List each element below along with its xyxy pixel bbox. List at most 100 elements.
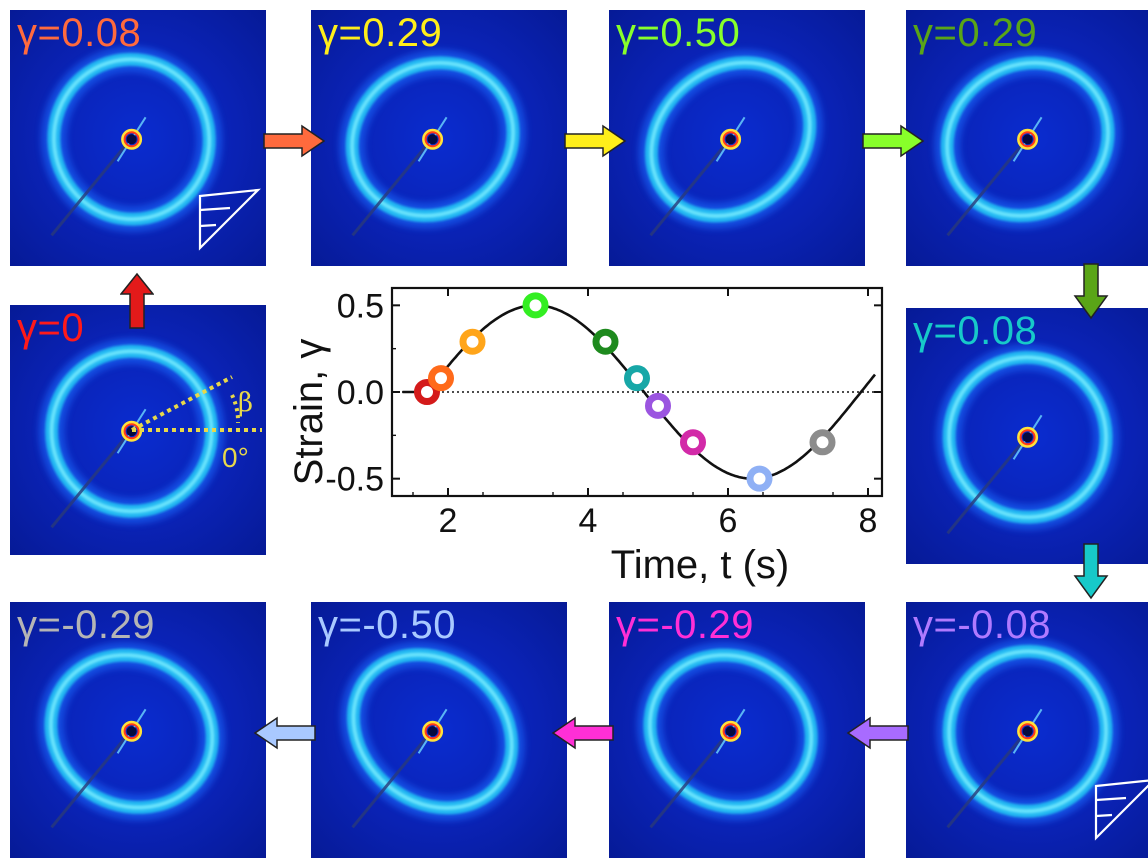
ring-core [649, 60, 812, 218]
strain-marker [592, 328, 619, 355]
beam-center-hot [123, 723, 140, 740]
scattering-panel-gamma-0.08-return: γ=0.08 [906, 308, 1148, 564]
arrow-left-purple [846, 716, 909, 750]
scattering-panel-gamma-0.50: γ=0.50 [609, 10, 865, 266]
arrow-left-magenta [551, 716, 614, 750]
panel-label: γ=0.29 [913, 11, 1038, 55]
ring-core [350, 60, 516, 218]
panel-label: γ=-0.29 [17, 603, 156, 647]
beam-center-hot [1019, 131, 1036, 148]
ring-core [48, 653, 215, 810]
strain-marker [645, 392, 671, 419]
panel-label: γ=0.29 [318, 11, 443, 55]
strain-marker [746, 465, 773, 492]
y-axis-label: Strain, γ [287, 339, 331, 486]
scattering-panel-gamma-0.29-return: γ=0.29 [906, 10, 1148, 266]
beam-stop [427, 134, 438, 145]
beamstop-arm [946, 442, 1023, 535]
panel-label: γ=0.08 [17, 11, 142, 55]
strain-marker [428, 365, 454, 392]
y-tick-label: 0.0 [337, 374, 384, 412]
beam-center-ring [1017, 720, 1039, 742]
beam-stop [427, 726, 438, 737]
beam-center-ring [422, 720, 444, 742]
shear-arrow-2 [199, 223, 217, 228]
panel-label: γ=-0.50 [318, 603, 457, 647]
scattering-panel-gamma-neg0.29-return: γ=-0.29 [10, 602, 266, 858]
scattering-panel-gamma-0.08: γ=0.08 [10, 10, 266, 266]
shear-diagram-icon [198, 188, 261, 251]
beam-center-hot [1019, 429, 1036, 446]
strain-marker [522, 292, 549, 319]
arrow-right-yellow [564, 124, 627, 158]
beamstop-arm [946, 736, 1023, 829]
zero-degree-label: 0° [222, 442, 249, 473]
arrow-down-green [1073, 263, 1109, 320]
beam-center-hot [1019, 723, 1036, 740]
beam-center-ring [121, 128, 143, 150]
strain-marker [459, 328, 486, 355]
beam-center-hot [123, 131, 140, 148]
scattering-pattern [638, 49, 823, 237]
beamstop-arm [50, 144, 127, 237]
x-tick-label: 4 [579, 502, 598, 540]
scattering-panel-gamma-neg0.29: γ=-0.29 [609, 602, 865, 858]
strain-marker [624, 365, 650, 392]
beamstop-arm [649, 144, 726, 237]
panel-label: γ=0.50 [616, 11, 741, 55]
beam-stop [725, 726, 736, 737]
beam-center-ring [422, 128, 444, 150]
beam-center-ring [720, 128, 742, 150]
ring-core [947, 355, 1109, 520]
arrow-left-lightblue [253, 716, 316, 750]
scattering-pattern [936, 638, 1148, 841]
x-tick-label: 8 [859, 502, 878, 540]
scattering-panel-gamma-0.29: γ=0.29 [311, 10, 567, 266]
x-axis-label: Time, t (s) [611, 543, 790, 587]
beam-stop [1022, 134, 1033, 145]
beam-stop [1022, 432, 1033, 443]
beamstop-arm [351, 736, 428, 829]
scattering-pattern [37, 642, 226, 829]
beam-center-ring [1017, 128, 1039, 150]
ring-core [647, 653, 814, 810]
shear-triangle [198, 188, 261, 251]
y-tick-label: -0.5 [325, 461, 384, 499]
beam-center-hot [424, 131, 441, 148]
y-tick-label: 0.5 [337, 287, 384, 325]
x-tick-label: 2 [439, 502, 458, 540]
beamstop-arm [351, 144, 428, 237]
panel-label: γ=-0.29 [616, 603, 755, 647]
ring-core [49, 349, 214, 514]
strain-vs-time-chart: 2 4 6 8 0.5 0.0 -0.5 Time, t (s) Strain, γ [287, 286, 884, 587]
scattering-pattern [636, 642, 825, 829]
beamstop-arm [50, 436, 127, 529]
panel-label: γ=-0.08 [913, 603, 1052, 647]
angle-annotation: β 0° [131, 375, 262, 473]
beam-center-hot [424, 723, 441, 740]
shear-triangle [1094, 779, 1148, 841]
ring-core [947, 649, 1109, 814]
x-tick-label: 6 [719, 502, 738, 540]
scattering-panel-gamma-0: γ=0 β 0° [10, 305, 266, 555]
panel-label: γ=0.08 [913, 309, 1038, 353]
scattering-pattern [38, 338, 225, 529]
ring-core [945, 60, 1111, 218]
scattering-panel-gamma-neg0.08: γ=-0.08 [906, 602, 1148, 858]
angle-arc [230, 394, 241, 424]
beamstop-arm [649, 736, 726, 829]
strain-marker [680, 429, 706, 456]
reference-line-beta [131, 375, 233, 432]
scattering-pattern [40, 46, 261, 251]
arrow-right-lime [862, 124, 925, 158]
beam-center-ring [121, 720, 143, 742]
beam-stop [725, 134, 736, 145]
strain-marker [809, 429, 836, 456]
arrow-up-red [120, 272, 154, 329]
arrow-down-teal [1073, 543, 1109, 600]
scattering-pattern [936, 344, 1120, 535]
shear-arrow-1 [1095, 796, 1127, 802]
shear-arrow-2 [1095, 813, 1113, 818]
beam-stop [126, 726, 137, 737]
ring-core [51, 57, 212, 222]
